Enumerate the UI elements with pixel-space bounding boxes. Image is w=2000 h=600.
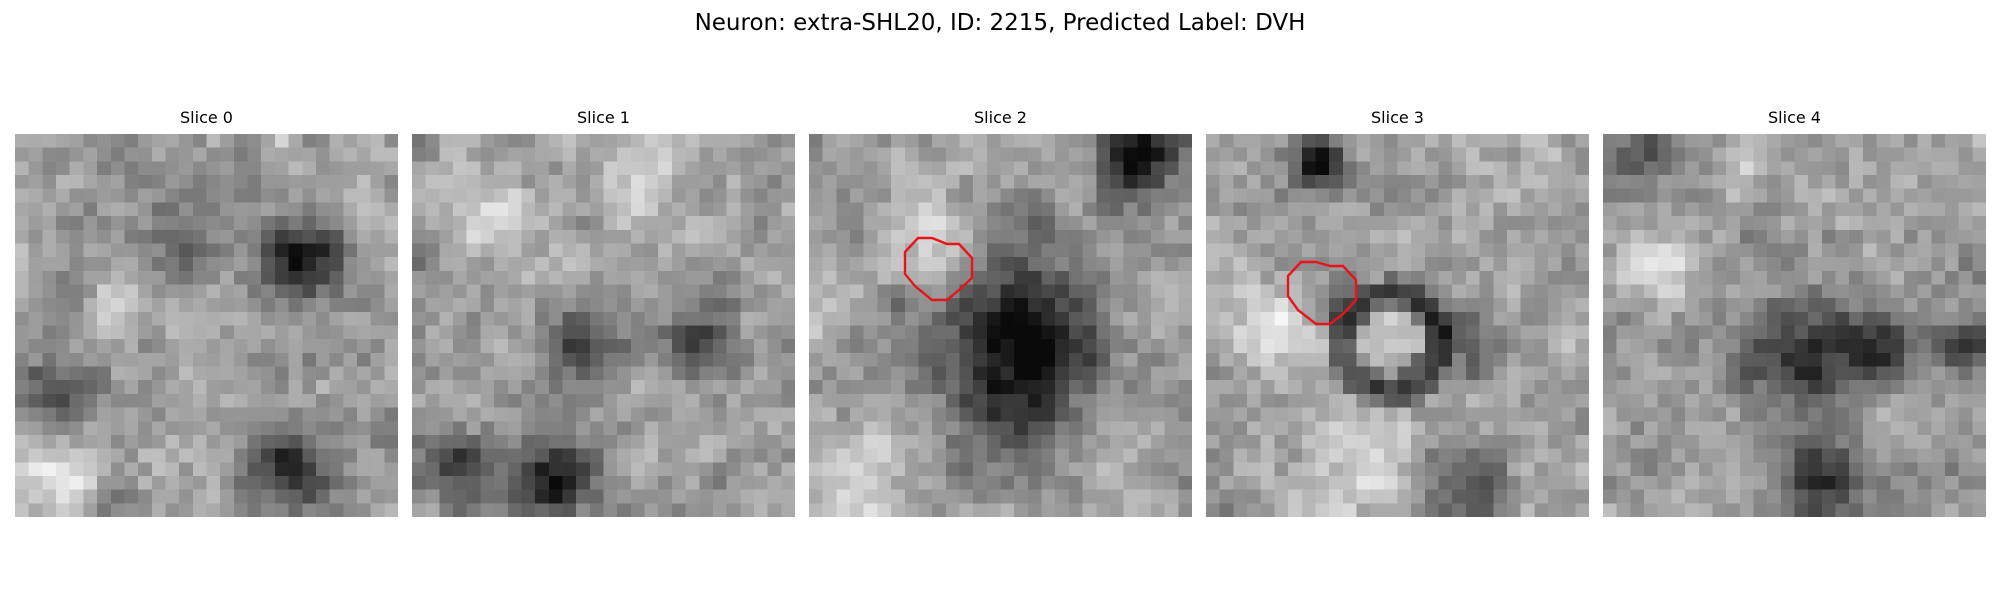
- slice-image: [809, 134, 1192, 517]
- slice-image: [1206, 134, 1589, 517]
- slice-image: [1603, 134, 1986, 517]
- roi-contour: [903, 236, 974, 302]
- slice-panel-2: Slice 2: [809, 108, 1192, 517]
- roi-overlay: [1286, 260, 1358, 326]
- slice-image: [15, 134, 398, 517]
- slice-canvas: [1603, 134, 1986, 517]
- slice-canvas: [809, 134, 1192, 517]
- roi-overlay: [903, 236, 974, 302]
- slice-title: Slice 0: [180, 108, 233, 127]
- slice-panel-3: Slice 3: [1206, 108, 1589, 517]
- roi-contour: [1286, 260, 1358, 326]
- slice-image: [412, 134, 795, 517]
- slice-title: Slice 3: [1371, 108, 1424, 127]
- slice-title: Slice 2: [974, 108, 1027, 127]
- slice-panel-0: Slice 0: [15, 108, 398, 517]
- slice-title: Slice 4: [1768, 108, 1821, 127]
- slice-canvas: [15, 134, 398, 517]
- slice-canvas: [412, 134, 795, 517]
- slice-title: Slice 1: [577, 108, 630, 127]
- figure-title: Neuron: extra-SHL20, ID: 2215, Predicted…: [694, 10, 1306, 36]
- slice-panel-1: Slice 1: [412, 108, 795, 517]
- slice-canvas: [1206, 134, 1589, 517]
- slice-panel-4: Slice 4: [1603, 108, 1986, 517]
